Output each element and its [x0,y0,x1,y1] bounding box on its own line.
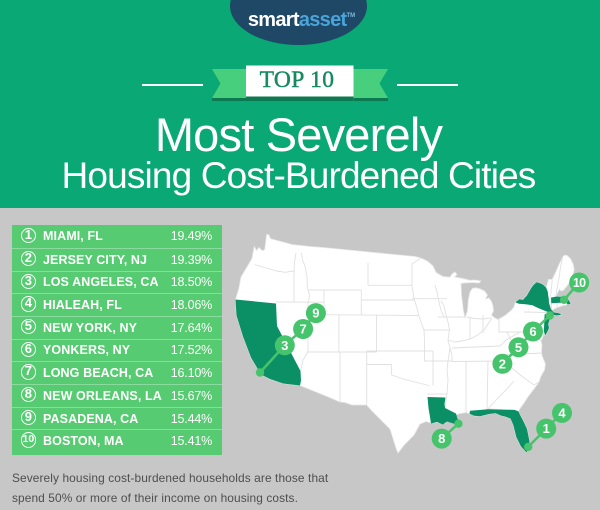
svg-text:2: 2 [499,356,506,371]
svg-text:1: 1 [543,421,550,436]
svg-text:5: 5 [515,340,522,355]
svg-text:10: 10 [573,276,586,290]
svg-text:3: 3 [281,338,288,353]
svg-text:6: 6 [529,324,536,339]
svg-text:9: 9 [312,306,319,321]
svg-text:7: 7 [299,322,306,337]
svg-text:8: 8 [438,431,445,446]
svg-text:TOP 10: TOP 10 [260,67,335,93]
svg-text:4: 4 [558,406,566,421]
